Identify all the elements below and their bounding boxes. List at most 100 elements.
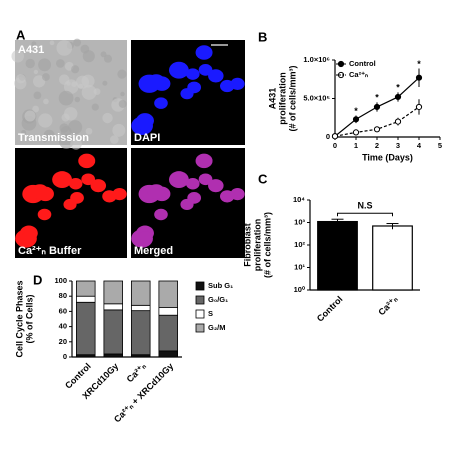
- bar-segment: [103, 280, 124, 305]
- texture: [118, 99, 127, 108]
- legend-label: G₀/G₁: [208, 295, 228, 304]
- bar-segment: [130, 304, 151, 312]
- x-tick-label: 1: [354, 141, 358, 150]
- image-label: Merged: [134, 245, 173, 257]
- y-axis-label: Fibroblast: [242, 223, 252, 267]
- texture: [117, 69, 127, 79]
- cell: [102, 190, 117, 203]
- texture: [63, 79, 79, 94]
- texture: [81, 84, 97, 100]
- bar: [372, 225, 413, 291]
- cell: [220, 190, 235, 203]
- legend-swatch: [195, 309, 205, 319]
- y-axis-label: (# of cells/mm³): [262, 212, 272, 278]
- y-tick-label: 5.0×10⁵: [303, 93, 330, 102]
- y-tick-label: 0: [63, 352, 67, 361]
- image-label: A431: [18, 44, 44, 56]
- texture: [100, 51, 107, 58]
- texture: [24, 110, 36, 122]
- marker: [331, 133, 339, 140]
- texture: [49, 40, 55, 46]
- y-axis-label: A431: [267, 88, 277, 110]
- texture: [102, 112, 113, 124]
- cell: [154, 208, 168, 221]
- marker: [373, 126, 381, 133]
- y-tick-label: 80: [59, 291, 67, 300]
- cell: [78, 153, 96, 169]
- marker: [394, 93, 402, 101]
- texture: [93, 88, 101, 96]
- texture: [82, 50, 95, 63]
- texture: [21, 130, 27, 136]
- legend-swatch: [195, 323, 205, 333]
- cell: [198, 173, 213, 186]
- x-tick-label: 5: [438, 141, 442, 150]
- texture: [25, 58, 35, 69]
- texture: [56, 59, 65, 68]
- micrographs: [11, 38, 245, 258]
- texture: [110, 135, 119, 144]
- cell: [208, 179, 224, 193]
- significance: *: [396, 83, 400, 93]
- cell: [147, 74, 166, 90]
- bar-segment: [158, 280, 178, 309]
- marker: [352, 129, 360, 136]
- y-tick-label: 10³: [294, 217, 305, 226]
- texture: [43, 129, 55, 141]
- cell: [186, 177, 200, 190]
- texture: [11, 49, 24, 63]
- cell: [137, 231, 153, 244]
- bar-segment: [158, 350, 178, 358]
- bar-segment: [76, 295, 96, 303]
- texture: [33, 91, 42, 100]
- cell: [186, 68, 200, 80]
- x-tick-label: Control: [315, 294, 345, 324]
- texture: [41, 73, 50, 81]
- texture: [15, 73, 26, 84]
- cell: [168, 61, 189, 79]
- x-axis-label: Time (Days): [362, 152, 413, 162]
- y-axis-label: (# of cells/mm³): [287, 65, 297, 131]
- y-axis-label: (% of Cells): [24, 294, 34, 343]
- texture: [70, 138, 82, 150]
- texture: [38, 113, 53, 128]
- cell: [21, 231, 37, 244]
- panel-letter: D: [33, 272, 42, 287]
- texture: [68, 120, 83, 135]
- cell: [52, 171, 72, 189]
- texture: [103, 54, 113, 63]
- y-tick-label: 10²: [294, 240, 305, 249]
- y-tick-label: 10⁴: [293, 195, 305, 204]
- texture: [112, 123, 126, 137]
- y-tick-label: 60: [59, 306, 67, 315]
- marker: [415, 103, 423, 111]
- legend-swatch: [195, 281, 205, 291]
- cell: [208, 69, 224, 83]
- texture: [33, 69, 39, 75]
- panel-letter: A: [16, 27, 26, 42]
- bar-segment: [76, 280, 96, 297]
- texture: [73, 38, 82, 47]
- x-tick-label: 0: [333, 141, 337, 150]
- x-tick-label: 3: [396, 141, 400, 150]
- cell: [90, 179, 107, 193]
- x-tick-label: 4: [417, 141, 422, 150]
- bracket: [337, 212, 393, 217]
- texture: [85, 127, 93, 135]
- y-axis-label: proliferation: [277, 72, 287, 125]
- bar-segment: [103, 309, 124, 355]
- bar-segment: [103, 353, 124, 358]
- texture: [74, 96, 81, 103]
- cell: [154, 97, 168, 109]
- texture: [58, 90, 74, 106]
- cell: [81, 173, 96, 186]
- texture: [32, 105, 39, 113]
- cell: [31, 184, 49, 200]
- bar-segment: [158, 314, 178, 352]
- bar-segment: [130, 280, 151, 306]
- significance: *: [354, 106, 358, 116]
- legend-label: Control: [349, 59, 376, 68]
- y-axis-label: Cell Cycle Phases: [14, 280, 24, 357]
- texture: [32, 75, 46, 88]
- texture: [38, 58, 52, 72]
